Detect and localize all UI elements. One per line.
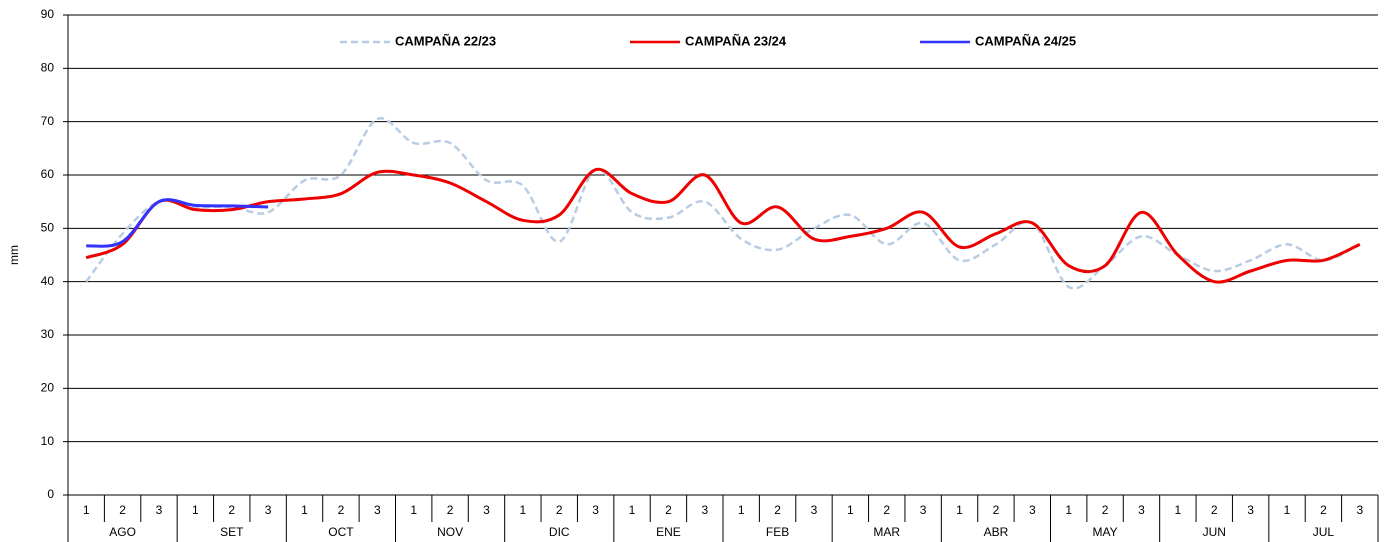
x-group-label: FEB bbox=[766, 525, 789, 539]
x-tick-label: 3 bbox=[265, 503, 272, 517]
x-tick-label: 1 bbox=[1175, 503, 1182, 517]
x-tick-label: 2 bbox=[883, 503, 890, 517]
x-tick-label: 1 bbox=[1284, 503, 1291, 517]
x-tick-label: 3 bbox=[920, 503, 927, 517]
x-tick-label: 3 bbox=[701, 503, 708, 517]
x-tick-label: 1 bbox=[410, 503, 417, 517]
x-tick-label: 2 bbox=[338, 503, 345, 517]
x-tick-label: 3 bbox=[592, 503, 599, 517]
y-axis-label: mm bbox=[7, 245, 21, 265]
x-tick-label: 3 bbox=[1356, 503, 1363, 517]
x-tick-label: 3 bbox=[1247, 503, 1254, 517]
series-line bbox=[85, 167, 1361, 284]
x-tick-label: 2 bbox=[1320, 503, 1327, 517]
x-tick-label: 2 bbox=[993, 503, 1000, 517]
y-tick-label: 30 bbox=[41, 327, 55, 341]
x-group-label: MAY bbox=[1093, 525, 1118, 539]
x-tick-label: 2 bbox=[447, 503, 454, 517]
x-group-label: ENE bbox=[656, 525, 681, 539]
x-group-label: NOV bbox=[437, 525, 463, 539]
x-tick-label: 2 bbox=[1211, 503, 1218, 517]
legend-label: CAMPAÑA 23/24 bbox=[685, 33, 787, 48]
x-group-label: MAR bbox=[873, 525, 900, 539]
y-tick-label: 60 bbox=[41, 167, 55, 181]
y-tick-label: 70 bbox=[41, 114, 55, 128]
x-group-label: DIC bbox=[549, 525, 570, 539]
x-tick-label: 1 bbox=[83, 503, 90, 517]
x-tick-label: 2 bbox=[228, 503, 235, 517]
x-group-label: AGO bbox=[109, 525, 136, 539]
x-tick-label: 1 bbox=[1065, 503, 1072, 517]
x-tick-label: 2 bbox=[665, 503, 672, 517]
x-tick-label: 1 bbox=[520, 503, 527, 517]
legend-label: CAMPAÑA 22/23 bbox=[395, 33, 496, 48]
y-tick-label: 20 bbox=[41, 381, 55, 395]
y-tick-label: 0 bbox=[47, 487, 54, 501]
x-tick-label: 3 bbox=[811, 503, 818, 517]
legend-label: CAMPAÑA 24/25 bbox=[975, 33, 1076, 48]
x-tick-label: 1 bbox=[956, 503, 963, 517]
x-tick-label: 1 bbox=[192, 503, 199, 517]
series-line bbox=[85, 117, 1361, 290]
y-tick-label: 10 bbox=[41, 434, 55, 448]
x-tick-label: 3 bbox=[1138, 503, 1145, 517]
x-tick-label: 2 bbox=[1102, 503, 1109, 517]
x-tick-label: 3 bbox=[1029, 503, 1036, 517]
series-line bbox=[86, 198, 269, 248]
x-tick-label: 2 bbox=[774, 503, 781, 517]
x-tick-label: 1 bbox=[301, 503, 308, 517]
x-tick-label: 1 bbox=[738, 503, 745, 517]
y-tick-label: 50 bbox=[41, 221, 55, 235]
x-tick-label: 2 bbox=[119, 503, 126, 517]
x-tick-label: 1 bbox=[847, 503, 854, 517]
x-tick-label: 3 bbox=[483, 503, 490, 517]
y-tick-label: 90 bbox=[41, 7, 55, 21]
x-tick-label: 2 bbox=[556, 503, 563, 517]
x-group-label: ABR bbox=[984, 525, 1009, 539]
x-group-label: JUL bbox=[1313, 525, 1335, 539]
x-tick-label: 3 bbox=[156, 503, 163, 517]
x-tick-label: 3 bbox=[374, 503, 381, 517]
y-tick-label: 40 bbox=[41, 274, 55, 288]
x-group-label: JUN bbox=[1203, 525, 1226, 539]
x-group-label: OCT bbox=[328, 525, 354, 539]
y-tick-label: 80 bbox=[41, 61, 55, 75]
x-group-label: SET bbox=[220, 525, 244, 539]
x-tick-label: 1 bbox=[629, 503, 636, 517]
